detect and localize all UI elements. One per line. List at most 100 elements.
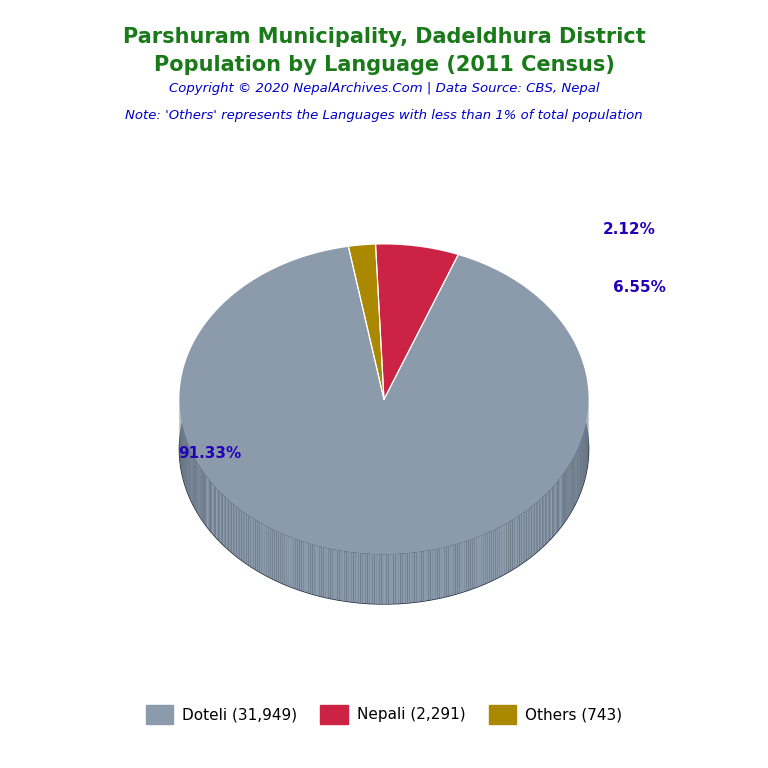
Polygon shape [544, 495, 545, 546]
Polygon shape [230, 502, 232, 552]
Polygon shape [295, 539, 297, 589]
Polygon shape [576, 451, 577, 502]
Text: Copyright © 2020 NepalArchives.Com | Data Source: CBS, Nepal: Copyright © 2020 NepalArchives.Com | Dat… [169, 82, 599, 95]
Polygon shape [412, 552, 415, 602]
Polygon shape [527, 509, 528, 560]
Ellipse shape [180, 294, 588, 604]
Polygon shape [233, 504, 235, 555]
Polygon shape [291, 538, 293, 588]
Polygon shape [379, 554, 382, 604]
Polygon shape [237, 507, 238, 558]
Polygon shape [283, 534, 285, 584]
Polygon shape [561, 475, 562, 527]
Polygon shape [221, 493, 223, 545]
Polygon shape [565, 469, 567, 521]
Polygon shape [444, 547, 446, 597]
Polygon shape [202, 471, 204, 522]
Polygon shape [554, 485, 555, 536]
Polygon shape [346, 551, 349, 601]
Polygon shape [360, 553, 362, 603]
Polygon shape [552, 486, 554, 537]
Polygon shape [400, 554, 402, 604]
Polygon shape [351, 552, 353, 602]
Polygon shape [481, 535, 483, 585]
Polygon shape [573, 458, 574, 509]
Polygon shape [422, 551, 424, 601]
Polygon shape [212, 483, 213, 535]
Polygon shape [235, 505, 237, 557]
Polygon shape [271, 528, 273, 579]
Polygon shape [493, 529, 495, 580]
Polygon shape [455, 544, 458, 594]
Polygon shape [260, 522, 261, 573]
Polygon shape [195, 459, 197, 511]
Polygon shape [518, 515, 520, 566]
Text: 91.33%: 91.33% [178, 446, 242, 461]
Polygon shape [362, 554, 365, 604]
Polygon shape [555, 483, 556, 535]
Polygon shape [389, 554, 391, 604]
Polygon shape [306, 542, 308, 593]
Text: Parshuram Municipality, Dadeldhura District: Parshuram Municipality, Dadeldhura Distr… [123, 27, 645, 47]
Polygon shape [279, 532, 281, 583]
Polygon shape [198, 464, 199, 515]
Polygon shape [449, 546, 451, 596]
Polygon shape [538, 500, 539, 551]
Polygon shape [410, 553, 412, 603]
Polygon shape [376, 244, 458, 399]
Polygon shape [287, 535, 289, 586]
Polygon shape [328, 548, 330, 598]
Polygon shape [375, 554, 377, 604]
Polygon shape [214, 486, 216, 537]
Polygon shape [199, 466, 200, 517]
Polygon shape [393, 554, 396, 604]
Polygon shape [208, 478, 209, 530]
Polygon shape [507, 522, 508, 573]
Polygon shape [191, 451, 192, 502]
Polygon shape [322, 547, 323, 597]
Polygon shape [547, 492, 548, 543]
Polygon shape [377, 554, 379, 604]
Polygon shape [261, 523, 263, 574]
Polygon shape [333, 549, 335, 600]
Polygon shape [275, 530, 276, 581]
Polygon shape [462, 542, 464, 592]
Polygon shape [539, 498, 541, 550]
Polygon shape [442, 548, 444, 598]
Polygon shape [304, 541, 306, 592]
Polygon shape [302, 541, 304, 591]
Polygon shape [560, 477, 561, 528]
Polygon shape [446, 546, 449, 597]
Polygon shape [569, 465, 570, 515]
Polygon shape [194, 458, 195, 509]
Polygon shape [247, 514, 248, 565]
Polygon shape [252, 518, 253, 568]
Polygon shape [516, 517, 518, 568]
Polygon shape [263, 525, 265, 575]
Polygon shape [372, 554, 375, 604]
Polygon shape [293, 538, 295, 588]
Polygon shape [273, 529, 275, 580]
Polygon shape [204, 474, 206, 525]
Polygon shape [310, 544, 313, 594]
Polygon shape [545, 493, 547, 545]
Polygon shape [285, 535, 287, 585]
Polygon shape [512, 519, 515, 570]
Polygon shape [417, 552, 419, 602]
Polygon shape [508, 521, 511, 572]
Polygon shape [458, 543, 460, 594]
Polygon shape [276, 531, 279, 582]
Polygon shape [556, 482, 558, 533]
Polygon shape [349, 552, 351, 602]
Polygon shape [386, 554, 389, 604]
Polygon shape [497, 528, 499, 578]
Polygon shape [438, 548, 440, 598]
Polygon shape [300, 541, 302, 591]
Polygon shape [317, 545, 319, 596]
Polygon shape [501, 525, 503, 576]
Polygon shape [220, 492, 221, 543]
Polygon shape [289, 537, 291, 587]
Polygon shape [193, 455, 194, 506]
Polygon shape [382, 554, 384, 604]
Polygon shape [485, 533, 487, 584]
